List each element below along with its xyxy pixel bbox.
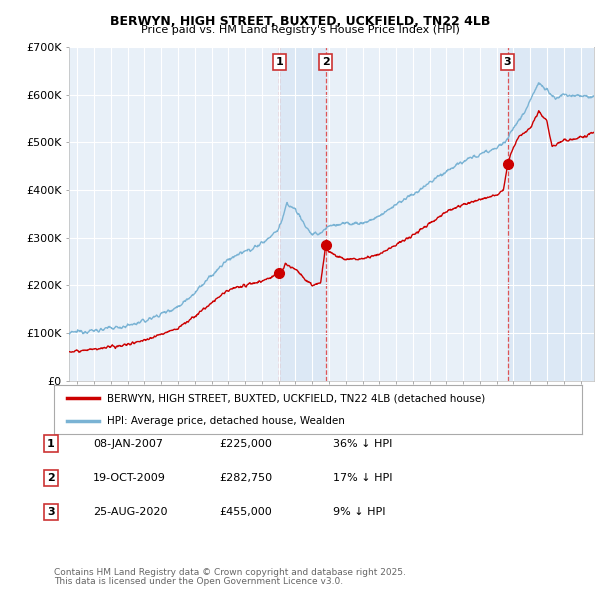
Text: 3: 3 xyxy=(47,507,55,517)
Text: 9% ↓ HPI: 9% ↓ HPI xyxy=(333,507,386,517)
Text: 17% ↓ HPI: 17% ↓ HPI xyxy=(333,473,392,483)
Text: Price paid vs. HM Land Registry's House Price Index (HPI): Price paid vs. HM Land Registry's House … xyxy=(140,25,460,35)
Bar xyxy=(508,47,594,381)
Text: £225,000: £225,000 xyxy=(219,439,272,448)
Text: HPI: Average price, detached house, Wealden: HPI: Average price, detached house, Weal… xyxy=(107,415,344,425)
Text: 3: 3 xyxy=(504,57,511,67)
Text: 2: 2 xyxy=(322,57,329,67)
Text: 08-JAN-2007: 08-JAN-2007 xyxy=(93,439,163,448)
Text: 19-OCT-2009: 19-OCT-2009 xyxy=(93,473,166,483)
Text: This data is licensed under the Open Government Licence v3.0.: This data is licensed under the Open Gov… xyxy=(54,577,343,586)
Text: BERWYN, HIGH STREET, BUXTED, UCKFIELD, TN22 4LB (detached house): BERWYN, HIGH STREET, BUXTED, UCKFIELD, T… xyxy=(107,394,485,404)
Text: 1: 1 xyxy=(47,439,55,448)
Text: £282,750: £282,750 xyxy=(219,473,272,483)
Text: 25-AUG-2020: 25-AUG-2020 xyxy=(93,507,167,517)
Text: £455,000: £455,000 xyxy=(219,507,272,517)
Text: 1: 1 xyxy=(275,57,283,67)
Bar xyxy=(279,47,326,381)
Text: 2: 2 xyxy=(47,473,55,483)
Text: BERWYN, HIGH STREET, BUXTED, UCKFIELD, TN22 4LB: BERWYN, HIGH STREET, BUXTED, UCKFIELD, T… xyxy=(110,15,490,28)
Text: Contains HM Land Registry data © Crown copyright and database right 2025.: Contains HM Land Registry data © Crown c… xyxy=(54,568,406,577)
Text: 36% ↓ HPI: 36% ↓ HPI xyxy=(333,439,392,448)
